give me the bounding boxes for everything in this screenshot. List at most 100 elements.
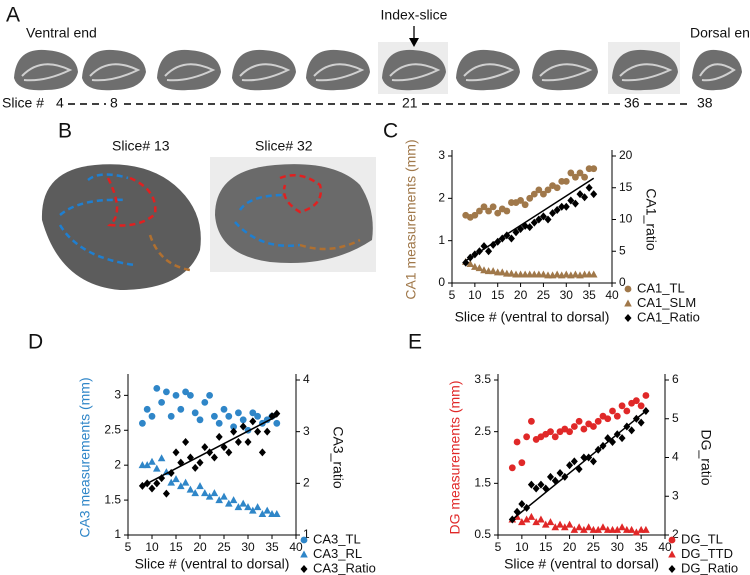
point bbox=[553, 270, 561, 278]
point bbox=[535, 215, 543, 224]
point bbox=[225, 412, 233, 420]
point bbox=[181, 478, 190, 486]
y-axis-label: DG measurements (mm) bbox=[447, 380, 463, 534]
point bbox=[234, 438, 242, 446]
point bbox=[570, 457, 578, 466]
point bbox=[580, 525, 588, 533]
point bbox=[513, 438, 521, 446]
slice-title: Slice# 32 bbox=[255, 138, 313, 154]
point bbox=[239, 422, 247, 431]
point bbox=[537, 515, 545, 523]
region-outline bbox=[106, 176, 157, 227]
point bbox=[507, 269, 516, 277]
x-tick-label: 10 bbox=[468, 288, 482, 302]
point bbox=[518, 500, 526, 508]
point bbox=[546, 472, 554, 481]
point bbox=[526, 223, 534, 232]
point bbox=[503, 207, 511, 215]
point bbox=[157, 454, 166, 462]
point bbox=[517, 197, 524, 204]
point bbox=[230, 423, 238, 431]
point bbox=[532, 484, 540, 493]
point bbox=[507, 234, 515, 243]
y-tick-label: 1 bbox=[114, 527, 121, 541]
point bbox=[480, 266, 488, 274]
legend-label: CA1_TL bbox=[637, 280, 685, 295]
x-tick-label: 20 bbox=[563, 540, 577, 554]
point bbox=[527, 512, 536, 520]
point bbox=[191, 489, 199, 497]
point bbox=[558, 202, 566, 211]
point bbox=[172, 391, 180, 399]
point bbox=[485, 207, 492, 215]
y-tick-label: 2.5 bbox=[474, 424, 491, 438]
point bbox=[210, 489, 219, 497]
y2-axis-label: DG_ratio bbox=[698, 429, 714, 485]
point bbox=[163, 388, 170, 396]
point bbox=[532, 518, 540, 526]
point bbox=[153, 479, 161, 488]
x-tick-label: 30 bbox=[611, 540, 625, 554]
point bbox=[585, 183, 593, 192]
y-tick-label: 2 bbox=[114, 457, 121, 471]
point bbox=[642, 392, 650, 399]
index-label: Index-slice bbox=[381, 7, 448, 23]
panel-letter: B bbox=[58, 120, 72, 143]
point bbox=[547, 428, 554, 436]
point bbox=[608, 525, 617, 533]
slice-layer bbox=[619, 63, 673, 82]
point bbox=[544, 215, 552, 224]
legend-label: CA1_Ratio bbox=[637, 309, 700, 324]
point bbox=[581, 173, 588, 181]
point bbox=[268, 510, 276, 518]
x-tick-label: 15 bbox=[539, 540, 553, 554]
point bbox=[576, 190, 584, 199]
y-tick-label: 1.5 bbox=[104, 492, 121, 506]
y-axis-label: CA3 measurements (mm) bbox=[77, 377, 93, 537]
point bbox=[618, 434, 626, 443]
ventral-label: Ventral end bbox=[26, 25, 97, 41]
point bbox=[549, 209, 557, 218]
point bbox=[530, 190, 538, 198]
point bbox=[594, 417, 602, 425]
point bbox=[234, 503, 243, 511]
y2-tick-label: 0 bbox=[619, 275, 626, 289]
y2-tick-label: 6 bbox=[672, 372, 679, 386]
point bbox=[263, 427, 271, 436]
point bbox=[539, 212, 547, 221]
point bbox=[148, 484, 156, 493]
x-tick-label: 40 bbox=[289, 540, 303, 554]
point bbox=[239, 416, 247, 424]
point bbox=[143, 405, 151, 413]
point bbox=[551, 523, 560, 531]
point bbox=[196, 416, 204, 424]
y-tick-label: 0 bbox=[438, 275, 445, 289]
point bbox=[215, 419, 223, 427]
point bbox=[225, 448, 233, 457]
y2-tick-label: 4 bbox=[672, 450, 679, 464]
point bbox=[540, 190, 547, 198]
point bbox=[618, 523, 626, 531]
point bbox=[273, 510, 281, 518]
slice-layer bbox=[21, 63, 73, 82]
x-tick-label: 15 bbox=[169, 540, 183, 554]
point bbox=[521, 201, 529, 209]
point bbox=[485, 247, 493, 256]
point bbox=[613, 525, 622, 533]
point bbox=[220, 492, 228, 500]
legend-marker bbox=[624, 314, 632, 322]
slice-tissue bbox=[41, 164, 201, 290]
point bbox=[249, 417, 257, 426]
point bbox=[575, 417, 583, 425]
point bbox=[254, 427, 262, 436]
point bbox=[153, 464, 161, 472]
legend-marker bbox=[300, 536, 308, 544]
y-tick-label: 3 bbox=[114, 388, 121, 402]
point bbox=[475, 264, 484, 272]
point bbox=[254, 412, 261, 420]
point bbox=[244, 438, 252, 446]
legend-label: DG_Ratio bbox=[681, 560, 738, 575]
point bbox=[215, 496, 223, 504]
x-axis-label: Slice # (ventral to dorsal) bbox=[135, 556, 290, 572]
point bbox=[201, 489, 209, 497]
